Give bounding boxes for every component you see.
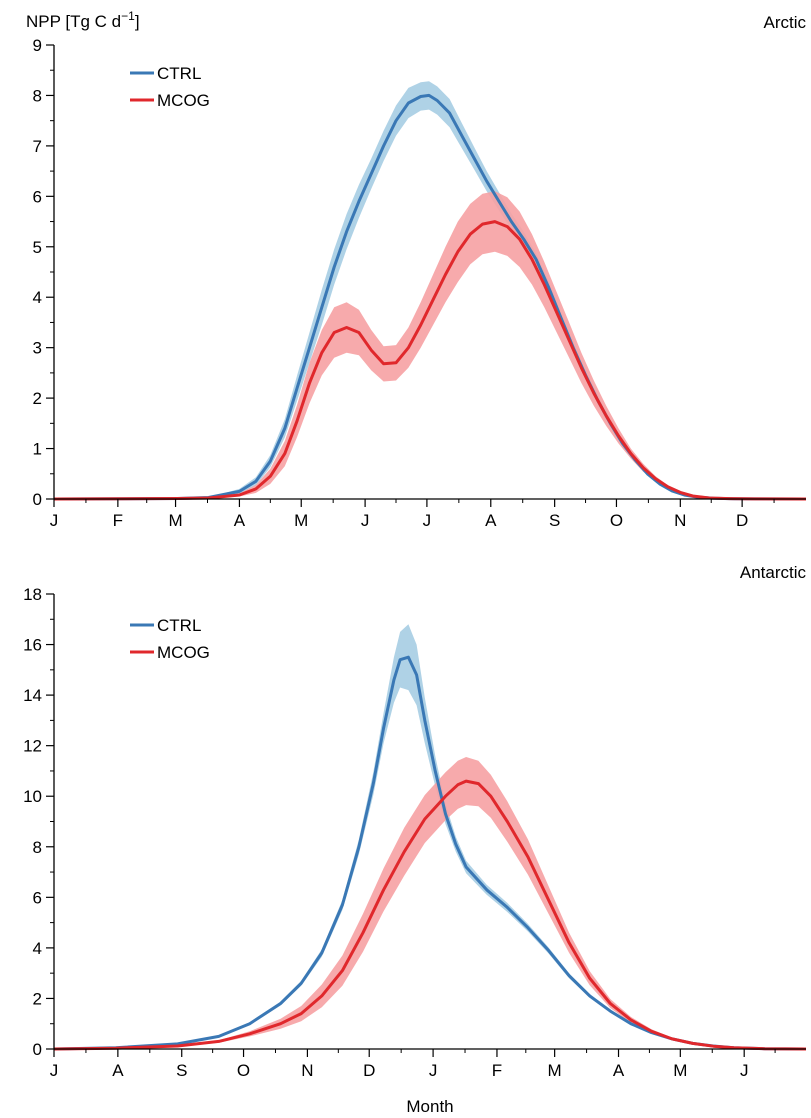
- legend-label-mcog: MCOG: [157, 643, 210, 662]
- series-band-mcog: [54, 191, 806, 500]
- chart-panel-arctic: 0 1 2 3 4 5 6 7 8 9 J F M A M J J A S O N D Arctic CTRL MCOG: [33, 13, 807, 530]
- chart-panel-antarctic: 0 2 4 6 8 10 12 14 16 18 J A S O N D J F M A M J Antarctic CTRL…: [23, 563, 806, 1080]
- x-tick-label: J: [50, 511, 59, 530]
- y-tick-label: 12: [23, 737, 42, 756]
- y-tick-label: 18: [23, 585, 42, 604]
- x-tick-label: M: [673, 1061, 687, 1080]
- x-tick-label: A: [485, 511, 497, 530]
- x-tick-label: J: [50, 1061, 59, 1080]
- series-line-mcog: [53, 220, 807, 501]
- series-band-mcog: [54, 757, 806, 1049]
- series-line-mcog: [53, 779, 807, 1051]
- y-tick-label: 0: [33, 490, 42, 509]
- y-tick-label: 6: [33, 187, 42, 206]
- series-line-ctrl: [53, 655, 807, 1051]
- legend: CTRL MCOG: [130, 616, 210, 662]
- x-tick-label: M: [548, 1061, 562, 1080]
- panel-label: Antarctic: [740, 563, 807, 582]
- x-tick-label: N: [674, 511, 686, 530]
- legend-label-mcog: MCOG: [157, 91, 210, 110]
- y-tick-label: 9: [33, 36, 42, 55]
- y-tick-label: 14: [23, 686, 42, 705]
- panel-label: Arctic: [764, 13, 807, 32]
- y-tick-label: 5: [33, 238, 42, 257]
- x-tick-label: A: [112, 1061, 124, 1080]
- x-tick-label: D: [736, 511, 748, 530]
- y-tick-label: 7: [33, 137, 42, 156]
- y-tick-label: 4: [33, 288, 42, 307]
- x-tick-label: J: [740, 1061, 749, 1080]
- x-tick-label: J: [423, 511, 432, 530]
- x-axis-title: Month: [406, 1097, 453, 1116]
- y-tick-label: 16: [23, 636, 42, 655]
- legend: CTRL MCOG: [130, 64, 210, 110]
- y-tick-label: 1: [33, 440, 42, 459]
- x-tick-label: D: [363, 1061, 375, 1080]
- y-tick-label: 8: [33, 838, 42, 857]
- y-tick-label: 3: [33, 339, 42, 358]
- y-tick-label: 8: [33, 86, 42, 105]
- x-tick-label: S: [176, 1061, 187, 1080]
- y-axis-title-suffix: ]: [135, 12, 140, 31]
- x-tick-label: N: [301, 1061, 313, 1080]
- x-tick-label: F: [113, 511, 123, 530]
- y-tick-label: 2: [33, 989, 42, 1008]
- x-tick-label: J: [361, 511, 370, 530]
- x-tick-label: A: [613, 1061, 625, 1080]
- y-tick-label: 4: [33, 939, 42, 958]
- y-tick-label: 0: [33, 1040, 42, 1059]
- legend-label-ctrl: CTRL: [157, 616, 201, 635]
- y-axis-title-main: NPP [Tg C d: [26, 12, 121, 31]
- x-tick-label: M: [168, 511, 182, 530]
- x-tick-label: O: [610, 511, 623, 530]
- x-tick-label: M: [294, 511, 308, 530]
- y-tick-label: 6: [33, 888, 42, 907]
- y-tick-label: 10: [23, 787, 42, 806]
- x-tick-label: A: [234, 511, 246, 530]
- legend-label-ctrl: CTRL: [157, 64, 201, 83]
- x-tick-label: O: [237, 1061, 250, 1080]
- y-tick-label: 2: [33, 389, 42, 408]
- x-tick-label: S: [549, 511, 560, 530]
- y-axis-title-superscript: −1: [121, 9, 135, 23]
- y-axis-title: NPP [Tg C d−1]: [26, 9, 140, 31]
- x-tick-label: F: [492, 1061, 502, 1080]
- x-tick-label: J: [429, 1061, 438, 1080]
